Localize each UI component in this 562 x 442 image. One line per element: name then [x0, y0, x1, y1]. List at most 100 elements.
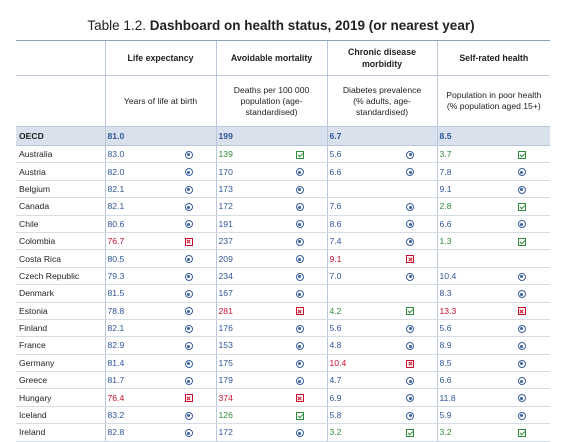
check-box-icon: [406, 429, 415, 438]
status-indicator-cell: [493, 319, 551, 338]
dot-circle-icon: [406, 377, 415, 385]
dot-circle-icon: [406, 411, 415, 420]
table-row: Hungary 76.4 374 6.9 11.8: [16, 388, 551, 407]
table-row: Belgium 82.1 173 9.1: [16, 180, 551, 199]
value-life-expectancy: 80.5: [104, 249, 162, 268]
status-indicator-cell: [384, 388, 438, 407]
status-indicator-cell: [493, 145, 551, 164]
value-avoidable-mortality: 374: [215, 388, 274, 407]
check-box-icon: [517, 429, 526, 438]
status-indicator-cell: [384, 162, 438, 181]
value-poor-health: 8.5: [436, 354, 494, 373]
value-diabetes: 4.2: [326, 302, 385, 320]
value-avoidable-mortality: 234: [215, 267, 274, 286]
dot-circle-icon: [517, 272, 526, 281]
indicator-header-row: Years of life at birth Deaths per 100 00…: [16, 75, 551, 127]
table-row: Canada 82.1 172 7.6 2.8: [16, 197, 551, 216]
dot-circle-icon: [184, 255, 193, 264]
dot-circle-icon: [295, 255, 304, 264]
status-indicator-cell: [493, 388, 551, 407]
table-row: Colombia 76.7 237 7.4 1.3: [16, 232, 551, 251]
oecd-life-expectancy: 81.0: [104, 126, 162, 146]
status-indicator-cell: [162, 267, 217, 286]
table-row: Chile 80.6 191 8.6 6.6: [16, 215, 551, 233]
status-indicator-cell: [162, 388, 217, 407]
dot-circle-icon: [184, 203, 193, 212]
value-poor-health: 8.3: [436, 284, 494, 303]
dot-circle-icon: [517, 411, 526, 420]
status-indicator-cell: [384, 406, 438, 425]
status-indicator-cell: [273, 302, 328, 320]
status-indicator-cell: [162, 354, 217, 373]
dot-circle-icon: [295, 237, 304, 246]
value-life-expectancy: 82.1: [104, 180, 162, 199]
value-avoidable-mortality: 167: [215, 284, 274, 303]
dot-circle-icon: [295, 377, 304, 385]
value-avoidable-mortality: 176: [215, 319, 274, 338]
value-avoidable-mortality: 237: [215, 232, 274, 251]
status-indicator-cell: [493, 267, 551, 286]
dot-circle-icon: [184, 377, 193, 385]
country-name: Greece: [16, 371, 105, 390]
value-avoidable-mortality: 153: [215, 336, 274, 355]
group-header-chronic-disease: Chronic disease morbidity: [326, 40, 438, 76]
dot-circle-icon: [517, 359, 526, 368]
dot-circle-icon: [295, 272, 304, 281]
dot-circle-icon: [517, 377, 526, 385]
group-header-life-expectancy: Life expectancy: [104, 40, 217, 76]
status-indicator-cell: [384, 284, 438, 303]
value-poor-health: 2.8: [436, 197, 494, 216]
country-name: Denmark: [16, 284, 105, 303]
value-avoidable-mortality: 281: [215, 302, 274, 320]
group-header-self-rated-health: Self-rated health: [436, 40, 551, 76]
value-avoidable-mortality: 173: [215, 180, 274, 199]
cross-box-icon: [517, 307, 526, 316]
status-indicator-cell: [162, 232, 217, 251]
value-diabetes: 5.6: [326, 319, 385, 338]
value-poor-health: 5.9: [436, 406, 494, 425]
value-diabetes: 4.7: [326, 371, 385, 390]
value-diabetes: 8.6: [326, 215, 385, 233]
cross-box-icon: [406, 359, 415, 368]
status-indicator-cell: [493, 336, 551, 355]
status-indicator-cell: [162, 197, 217, 216]
table-number: Table 1.2.: [87, 18, 146, 33]
status-indicator-cell: [384, 267, 438, 286]
dot-circle-icon: [184, 342, 193, 351]
status-indicator-cell: [384, 180, 438, 199]
value-avoidable-mortality: 172: [215, 423, 274, 442]
table-row: Australia 83.0 139 5.6 3.7: [16, 145, 551, 164]
country-name: Austria: [16, 162, 105, 181]
value-poor-health: 7.8: [436, 162, 494, 181]
status-indicator-cell: [162, 423, 217, 442]
value-poor-health: 6.6: [436, 215, 494, 233]
oecd-label: OECD: [16, 126, 105, 146]
status-indicator-cell: [493, 215, 551, 233]
value-avoidable-mortality: 139: [215, 145, 274, 164]
country-name: Czech Republic: [16, 267, 105, 286]
dot-circle-icon: [406, 150, 415, 159]
table-body: OECD 81.0 199 6.7 8.5 Australia 83.0 139 5.…: [16, 126, 551, 442]
dot-circle-icon: [406, 324, 415, 333]
status-indicator-cell: [493, 406, 551, 425]
value-life-expectancy: 81.7: [104, 371, 162, 390]
country-name: Australia: [16, 145, 105, 164]
value-diabetes: [326, 180, 385, 199]
table-row: Finland 82.1 176 5.6 5.6: [16, 319, 551, 338]
table-row: Iceland 83.2 126 5.8 5.9: [16, 406, 551, 425]
table-row: France 82.9 153 4.8 8.9: [16, 336, 551, 355]
value-diabetes: 6.6: [326, 162, 385, 181]
table-row: Czech Republic 79.3 234 7.0 10.4: [16, 267, 551, 286]
dot-circle-icon: [295, 185, 304, 194]
group-header-row: Life expectancy Avoidable mortality Chro…: [16, 40, 551, 76]
status-indicator-cell: [493, 371, 551, 390]
oecd-row: OECD 81.0 199 6.7 8.5: [16, 126, 551, 146]
value-life-expectancy: 83.2: [104, 406, 162, 425]
status-indicator-cell: [493, 423, 551, 442]
status-indicator-cell: [384, 197, 438, 216]
value-poor-health: [436, 249, 494, 268]
value-life-expectancy: 82.8: [104, 423, 162, 442]
country-name: Germany: [16, 354, 105, 373]
country-name: Finland: [16, 319, 105, 338]
dot-circle-icon: [295, 342, 304, 351]
